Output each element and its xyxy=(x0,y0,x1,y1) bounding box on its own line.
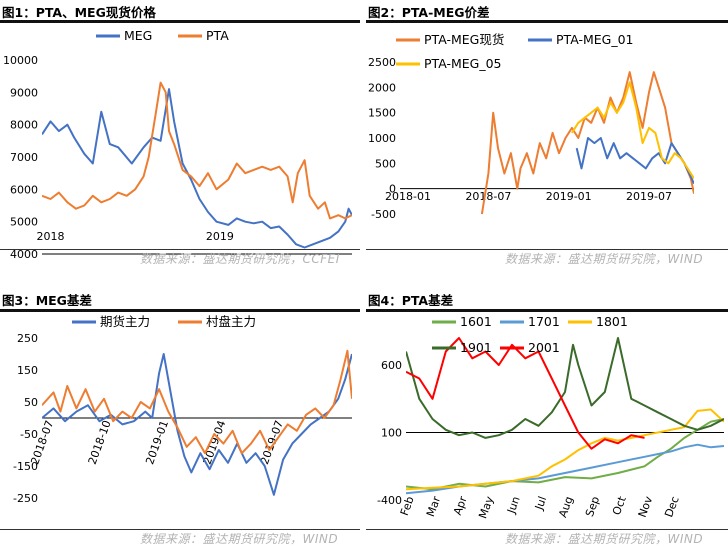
y-tick-label: 500 xyxy=(375,157,396,170)
bottom-rule xyxy=(0,249,360,250)
x-tick-label: Mar xyxy=(424,494,443,518)
x-tick-label: 2019-01 xyxy=(546,190,592,203)
legend-label: 1601 xyxy=(460,314,492,329)
chart-pta-basis: -400 100 600 Feb Mar Apr May Jun Jul Aug Sep Oct Nov… xyxy=(377,314,724,520)
x-tick-label: Jun xyxy=(504,495,522,517)
legend-label: 1901 xyxy=(460,340,492,355)
series-line-期货主力 xyxy=(42,353,352,496)
x-tick-label: 2018 xyxy=(36,230,64,243)
series-line-村盘主力 xyxy=(42,349,352,455)
series-line-PTA-MEG_01 xyxy=(575,137,694,185)
panel-title: 图3：MEG基差 xyxy=(2,293,92,308)
legend-label: 期货主力 xyxy=(100,314,150,329)
bottom-rule xyxy=(0,529,360,530)
chart-meg-basis: -250 -150 -50 50 150 250 2018-07 2018-10 2019-01… xyxy=(13,314,352,505)
x-tick-label: Nov xyxy=(636,494,656,519)
x-tick-label: 2018-01 xyxy=(385,190,431,203)
title-rule xyxy=(366,20,728,23)
x-tick-label: Oct xyxy=(610,494,629,517)
y-tick-label: 100 xyxy=(381,427,402,440)
x-tick-label: 2019-01 xyxy=(143,419,171,467)
y-tick-label: 4000 xyxy=(10,248,38,261)
legend-label: PTA xyxy=(206,28,229,43)
y-tick-label: 6000 xyxy=(10,183,38,196)
series-line-MEG xyxy=(42,88,352,249)
title-rule xyxy=(0,309,360,312)
legend-label: PTA-MEG_05 xyxy=(424,56,502,71)
bottom-rule xyxy=(366,529,728,530)
legend-label: MEG xyxy=(124,28,152,43)
x-tick-label: Apr xyxy=(451,494,470,517)
x-tick-label: 2018-07 xyxy=(465,190,511,203)
x-tick-label: 2019 xyxy=(206,230,234,243)
x-tick-label: Sep xyxy=(583,495,602,519)
series-line-PTA-MEG现货 xyxy=(480,71,694,215)
y-tick-label: 600 xyxy=(381,359,402,372)
source-note: 数据来源：盛达期货研究院，CCFEI xyxy=(140,252,340,266)
x-tick-label: Feb xyxy=(398,495,417,518)
y-tick-label: 9000 xyxy=(10,86,38,99)
chart-pta-meg-spread: -500 0 500 1000 1500 2000 2500 2018-01 2018-07 20… xyxy=(368,32,694,221)
y-tick-label: 2500 xyxy=(368,56,396,69)
y-tick-label: 5000 xyxy=(10,216,38,229)
series-line-2001 xyxy=(406,337,645,450)
x-tick-label: 2018-07 xyxy=(28,419,56,467)
source-note: 数据来源：盛达期货研究院，WIND xyxy=(505,532,704,546)
source-note: 数据来源：盛达期货研究院，WIND xyxy=(505,252,704,266)
x-tick-label: Jul xyxy=(532,495,549,513)
series-line-1801 xyxy=(406,408,724,491)
y-tick-label: 1000 xyxy=(368,132,396,145)
y-tick-label: -500 xyxy=(371,208,396,221)
y-tick-label: 7000 xyxy=(10,151,38,164)
y-tick-label: 1500 xyxy=(368,107,396,120)
series-line-PTA xyxy=(42,81,352,220)
x-tick-label: Dec xyxy=(662,495,681,519)
legend-label: 1701 xyxy=(528,314,560,329)
y-tick-label: -50 xyxy=(20,428,38,441)
panel-title: 图4：PTA基差 xyxy=(368,293,454,308)
series-line-PTA-MEG_05 xyxy=(571,81,694,180)
y-tick-label: 150 xyxy=(17,364,38,377)
panel-title: 图1：PTA、MEG现货价格 xyxy=(2,5,156,20)
legend-label: PTA-MEG_01 xyxy=(556,32,634,47)
title-rule xyxy=(366,309,728,312)
source-note: 数据来源：盛达期货研究院，WIND xyxy=(140,532,339,546)
y-tick-label: -150 xyxy=(13,460,38,473)
x-tick-label: Aug xyxy=(556,495,576,520)
y-tick-label: -250 xyxy=(13,492,38,505)
y-tick-label: 50 xyxy=(24,396,38,409)
y-tick-label: 8000 xyxy=(10,119,38,132)
x-tick-label: 2018-10 xyxy=(86,419,114,467)
title-rule xyxy=(0,20,360,23)
legend-label: 村盘主力 xyxy=(206,314,256,329)
x-tick-label: May xyxy=(476,494,496,520)
panel-title: 图2：PTA-MEG价差 xyxy=(368,5,490,20)
chart-pta-meg-spot: 4000 5000 6000 7000 8000 9000 10000 2018 2019 MEG… xyxy=(3,28,352,261)
series-line-1901 xyxy=(406,337,724,439)
y-tick-label: -400 xyxy=(377,494,402,507)
legend-label: PTA-MEG现货 xyxy=(424,32,504,47)
y-tick-label: 10000 xyxy=(3,54,38,67)
legend-label: 1801 xyxy=(596,314,628,329)
legend-label: 2001 xyxy=(528,340,560,355)
y-tick-label: 0 xyxy=(389,183,396,196)
bottom-rule xyxy=(366,249,728,250)
x-tick-label: 2019-07 xyxy=(626,190,672,203)
y-tick-label: 250 xyxy=(17,332,38,345)
x-tick-label: 2019-07 xyxy=(258,419,286,467)
y-tick-label: 2000 xyxy=(368,81,396,94)
